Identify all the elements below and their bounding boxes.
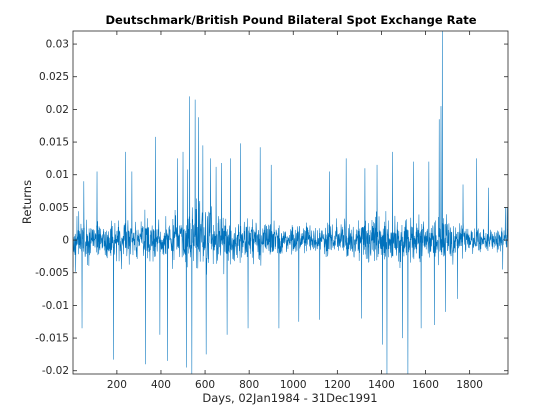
x-tick-label: 600	[195, 379, 215, 391]
y-tick-label: -0.01	[42, 300, 69, 312]
x-tick-label: 200	[107, 379, 127, 391]
chart-title: Deutschmark/British Pound Bilateral Spot…	[105, 13, 476, 27]
returns-series-line	[73, 31, 508, 374]
y-tick-label: 0.025	[39, 71, 69, 83]
y-tick-label: 0.015	[39, 137, 69, 149]
y-tick-label: 0.03	[46, 39, 69, 51]
x-tick-label: 1000	[280, 379, 307, 391]
y-tick-label: -0.005	[35, 267, 69, 279]
x-tick-label: 1600	[412, 379, 439, 391]
x-tick-label: 1400	[368, 379, 395, 391]
plot-area	[73, 31, 508, 374]
x-tick-label: 800	[239, 379, 259, 391]
ticks-layer: 200 400 600 800 1000 1200 1400 1600 1800 -0.02 -0.…	[35, 31, 508, 391]
y-tick-label: 0.01	[46, 169, 69, 181]
x-axis-label: Days, 02Jan1984 - 31Dec1991	[202, 391, 377, 405]
y-axis-label: Returns	[20, 180, 34, 224]
x-tick-label: 1800	[456, 379, 483, 391]
y-tick-label: 0.005	[39, 202, 69, 214]
y-tick-label: -0.02	[42, 365, 69, 377]
series-layer	[73, 31, 508, 374]
y-tick-label: -0.015	[35, 333, 69, 345]
x-tick-label: 1200	[324, 379, 351, 391]
y-tick-label: 0.02	[46, 104, 69, 116]
plot-frame	[72, 30, 509, 375]
y-tick-label: 0	[62, 235, 69, 247]
x-tick-label: 400	[151, 379, 171, 391]
